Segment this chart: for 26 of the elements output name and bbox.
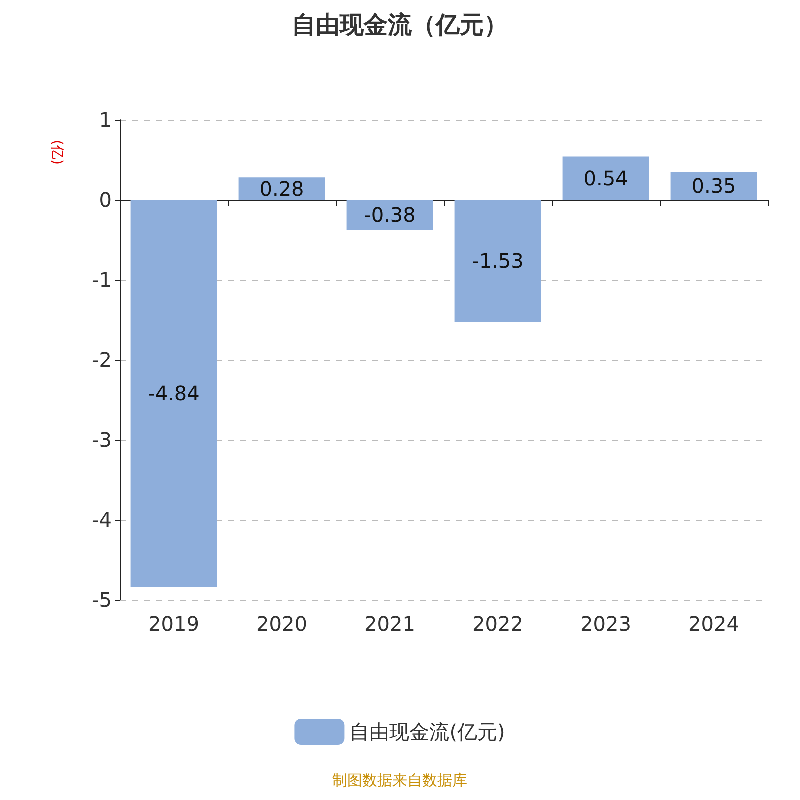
y-tick-label: -5 xyxy=(92,588,112,612)
data-label: 0.28 xyxy=(260,176,304,201)
y-tick-label: -1 xyxy=(92,268,112,292)
x-tick-label: 2023 xyxy=(580,612,632,636)
legend-label: 自由现金流(亿元) xyxy=(350,720,506,744)
x-tick-label: 2020 xyxy=(256,612,308,636)
y-tick-label: -2 xyxy=(92,348,112,372)
bar xyxy=(130,200,218,588)
y-tick-label: -3 xyxy=(92,428,112,452)
data-label: 0.54 xyxy=(584,166,628,190)
data-label: -0.38 xyxy=(364,203,416,228)
x-tick-label: 2021 xyxy=(364,612,416,636)
bar xyxy=(562,156,650,200)
chart-title: 自由现金流（亿元） xyxy=(292,11,508,39)
bar xyxy=(454,200,542,322)
y-axis-title: (亿) xyxy=(49,140,65,165)
data-label: -4.84 xyxy=(148,382,200,406)
x-tick-label: 2022 xyxy=(472,612,524,636)
y-tick-label: 1 xyxy=(99,108,112,132)
text: 制图数据来自数据库 xyxy=(332,772,468,790)
x-tick-label: 2024 xyxy=(688,612,740,636)
data-label: -1.53 xyxy=(472,249,524,274)
y-tick-label: -4 xyxy=(92,508,112,532)
data-label: 0.35 xyxy=(692,174,736,198)
y-tick-label: 0 xyxy=(99,188,112,212)
x-tick-label: 2019 xyxy=(148,612,200,636)
